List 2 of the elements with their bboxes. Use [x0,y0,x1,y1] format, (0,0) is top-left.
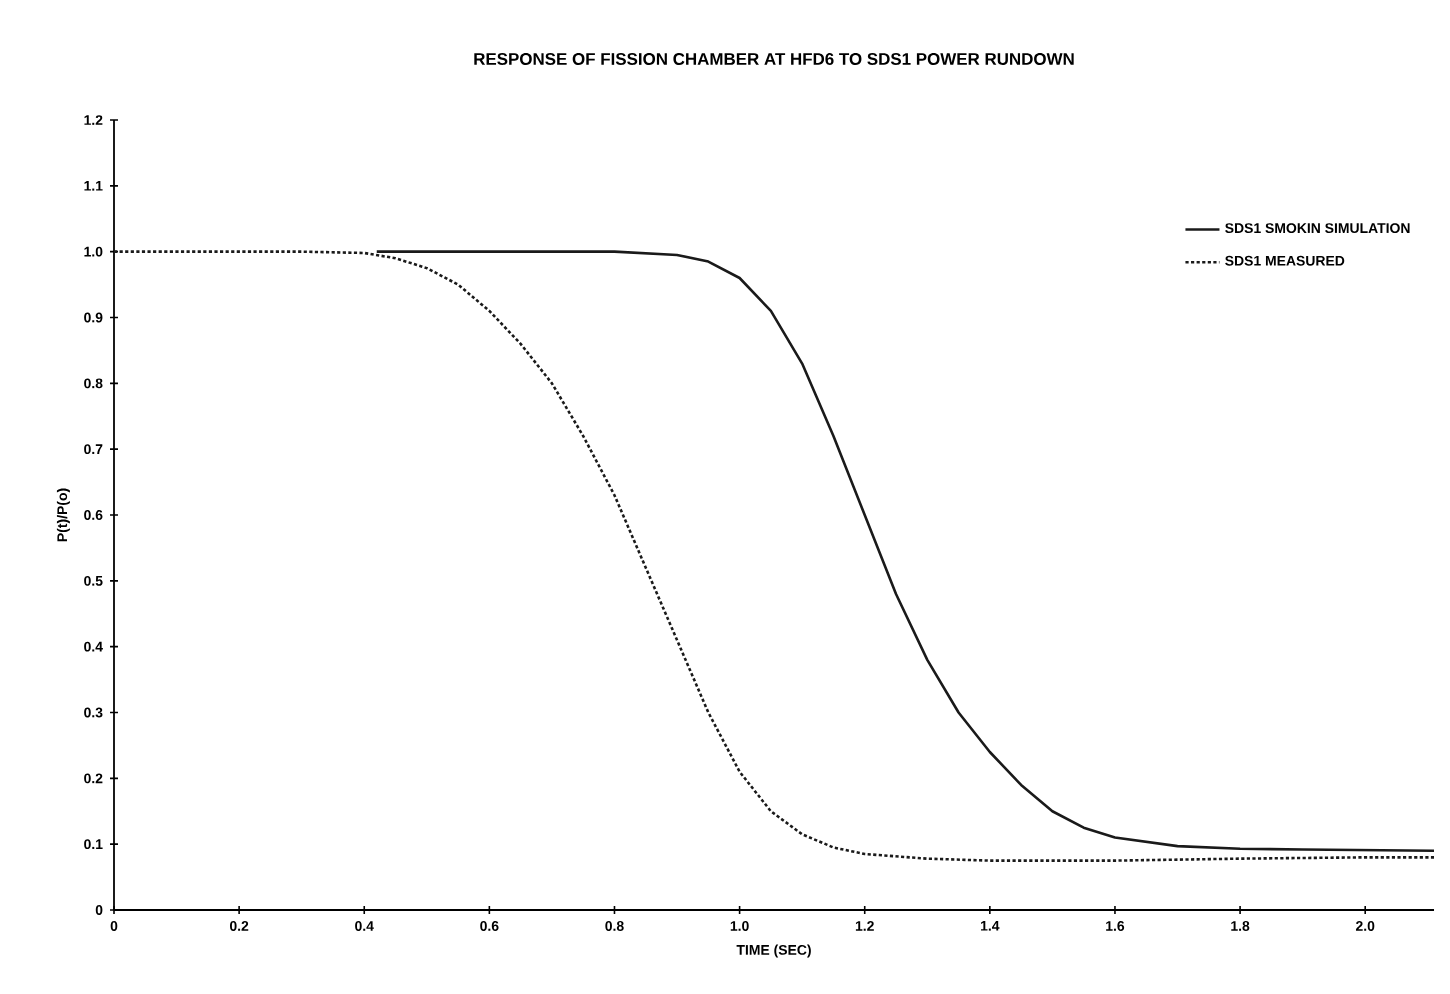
chart-title: RESPONSE OF FISSION CHAMBER AT HFD6 TO SDS1 POWER RUNDOWN [474,53,1074,65]
line-series [114,250,1435,862]
